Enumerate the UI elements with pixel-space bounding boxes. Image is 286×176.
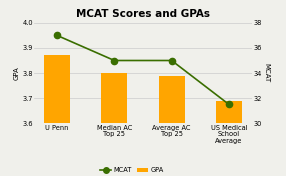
Y-axis label: MCAT: MCAT (264, 63, 270, 83)
Bar (159, 76, 184, 123)
Bar (44, 55, 70, 123)
Title: MCAT Scores and GPAs: MCAT Scores and GPAs (76, 9, 210, 19)
Bar (216, 101, 242, 123)
Bar (102, 73, 127, 123)
Y-axis label: GPA: GPA (13, 66, 19, 80)
Legend: MCAT, GPA: MCAT, GPA (98, 165, 167, 176)
